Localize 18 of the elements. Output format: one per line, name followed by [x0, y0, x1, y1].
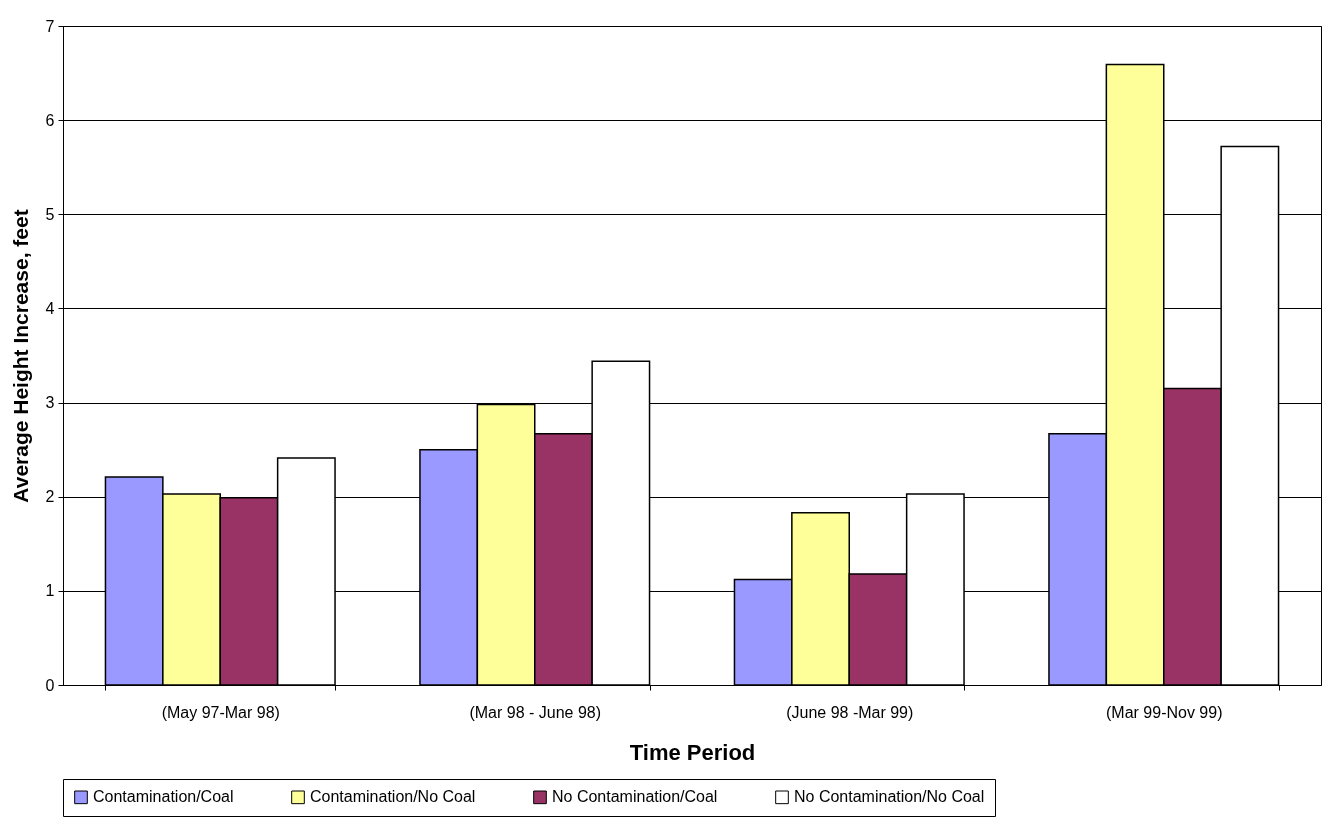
y-tick-label: 7: [45, 17, 55, 35]
y-tick-label: 6: [45, 111, 55, 129]
y-tick-label: 3: [45, 394, 55, 412]
y-axis-title: Average Height Increase, feet: [8, 209, 32, 503]
legend-label: No Contamination/No Coal: [794, 788, 985, 806]
y-tick-label: 2: [45, 488, 55, 506]
y-tick-label: 1: [45, 582, 55, 600]
x-tick-label: (May 97-Mar 98): [161, 703, 280, 721]
y-tick-label: 5: [45, 205, 55, 223]
legend-label: Contamination/Coal: [93, 788, 234, 806]
y-tick-label: 4: [45, 299, 55, 317]
x-tick-label: (Mar 98 - June 98): [469, 703, 602, 721]
legend-label: No Contamination/Coal: [552, 788, 718, 806]
x-tick-label: (Mar 99-Nov 99): [1106, 703, 1223, 721]
legend-label: Contamination/No Coal: [310, 788, 476, 806]
x-tick-label: (June 98 -Mar 99): [786, 703, 914, 721]
x-axis-title: Time Period: [629, 739, 756, 765]
y-tick-label: 0: [45, 676, 55, 694]
